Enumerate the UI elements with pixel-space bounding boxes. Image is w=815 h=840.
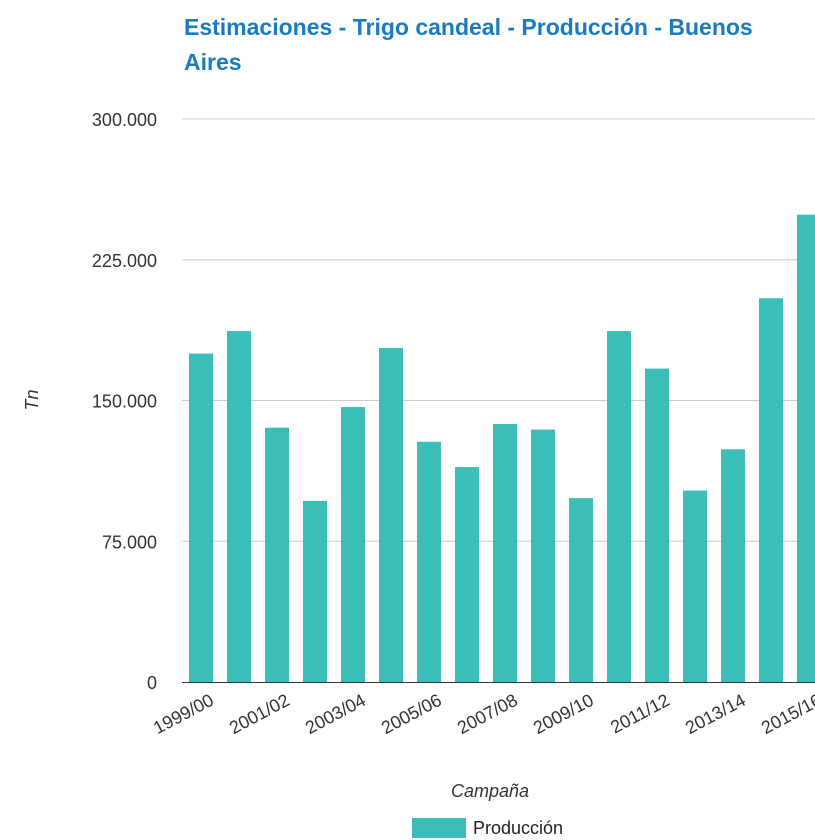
bar[interactable] (531, 429, 555, 682)
y-tick-label: 150.000 (92, 392, 157, 412)
bar[interactable] (455, 467, 479, 682)
x-tick-label: 2005/06 (378, 690, 445, 738)
x-axis-ticks: 1999/00 2001/02 2003/04 2005/06 2007/08 2009/… (150, 690, 815, 738)
bar[interactable] (797, 214, 815, 682)
legend[interactable]: Producción (412, 818, 563, 838)
bar[interactable] (379, 347, 403, 682)
x-tick-label: 2013/14 (682, 690, 749, 738)
x-tick-label: 2009/10 (530, 690, 597, 738)
x-tick-label: 2007/08 (454, 690, 521, 738)
y-axis-ticks: 0 75.000 150.000 225.000 300.000 (92, 110, 157, 693)
y-tick-label: 225.000 (92, 251, 157, 271)
bar[interactable] (569, 498, 593, 682)
bar[interactable] (417, 441, 441, 682)
bar[interactable] (607, 331, 631, 682)
y-tick-label: 0 (147, 673, 157, 693)
x-tick-label: 2015/16 (758, 690, 815, 738)
bar[interactable] (303, 500, 327, 682)
legend-swatch (412, 818, 466, 838)
legend-label: Producción (473, 818, 563, 838)
bar[interactable] (683, 490, 707, 682)
bars (189, 214, 815, 682)
bar[interactable] (759, 298, 783, 682)
bar[interactable] (265, 427, 289, 682)
y-tick-label: 300.000 (92, 110, 157, 130)
y-tick-label: 75.000 (102, 532, 157, 552)
bar[interactable] (721, 449, 745, 682)
bar[interactable] (493, 423, 517, 682)
x-tick-label: 1999/00 (150, 690, 217, 738)
x-tick-label: 2001/02 (226, 690, 293, 738)
x-tick-label: 2011/12 (607, 690, 673, 738)
bar[interactable] (227, 331, 251, 682)
x-tick-label: 2003/04 (302, 690, 369, 738)
bar[interactable] (189, 353, 213, 682)
bar[interactable] (645, 368, 669, 682)
bar[interactable] (341, 407, 365, 682)
y-axis-title: Tn (22, 389, 42, 410)
chart-title: Estimaciones - Trigo candeal - Producció… (184, 14, 753, 75)
x-axis-title: Campaña (451, 781, 529, 801)
